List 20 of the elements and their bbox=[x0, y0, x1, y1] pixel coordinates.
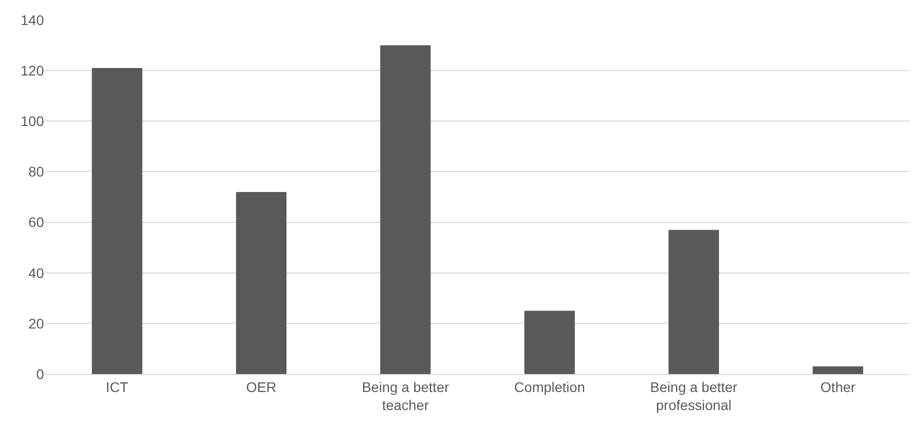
bar bbox=[524, 310, 575, 374]
x-tick-label: Being a better professional bbox=[650, 378, 738, 413]
bar bbox=[236, 192, 286, 374]
y-tick-label: 80 bbox=[28, 164, 44, 180]
y-tick-label: 120 bbox=[20, 62, 44, 78]
bar bbox=[812, 366, 864, 374]
y-tick-label: 20 bbox=[28, 315, 44, 332]
x-tick-label: OER bbox=[246, 378, 276, 395]
y-tick-label: 0 bbox=[36, 366, 44, 382]
bar bbox=[668, 230, 719, 374]
y-tick-label: 40 bbox=[28, 264, 44, 281]
x-tick-label: ICT bbox=[106, 378, 129, 395]
y-tick-label: 60 bbox=[28, 214, 44, 230]
y-tick-label: 140 bbox=[20, 12, 44, 28]
bar bbox=[380, 45, 431, 374]
x-tick-label: Being a better teacher bbox=[362, 378, 450, 413]
bar bbox=[92, 68, 142, 374]
x-tick-label: Other bbox=[820, 378, 856, 395]
x-tick-label: Completion bbox=[514, 378, 585, 395]
y-tick-label: 100 bbox=[20, 113, 44, 130]
